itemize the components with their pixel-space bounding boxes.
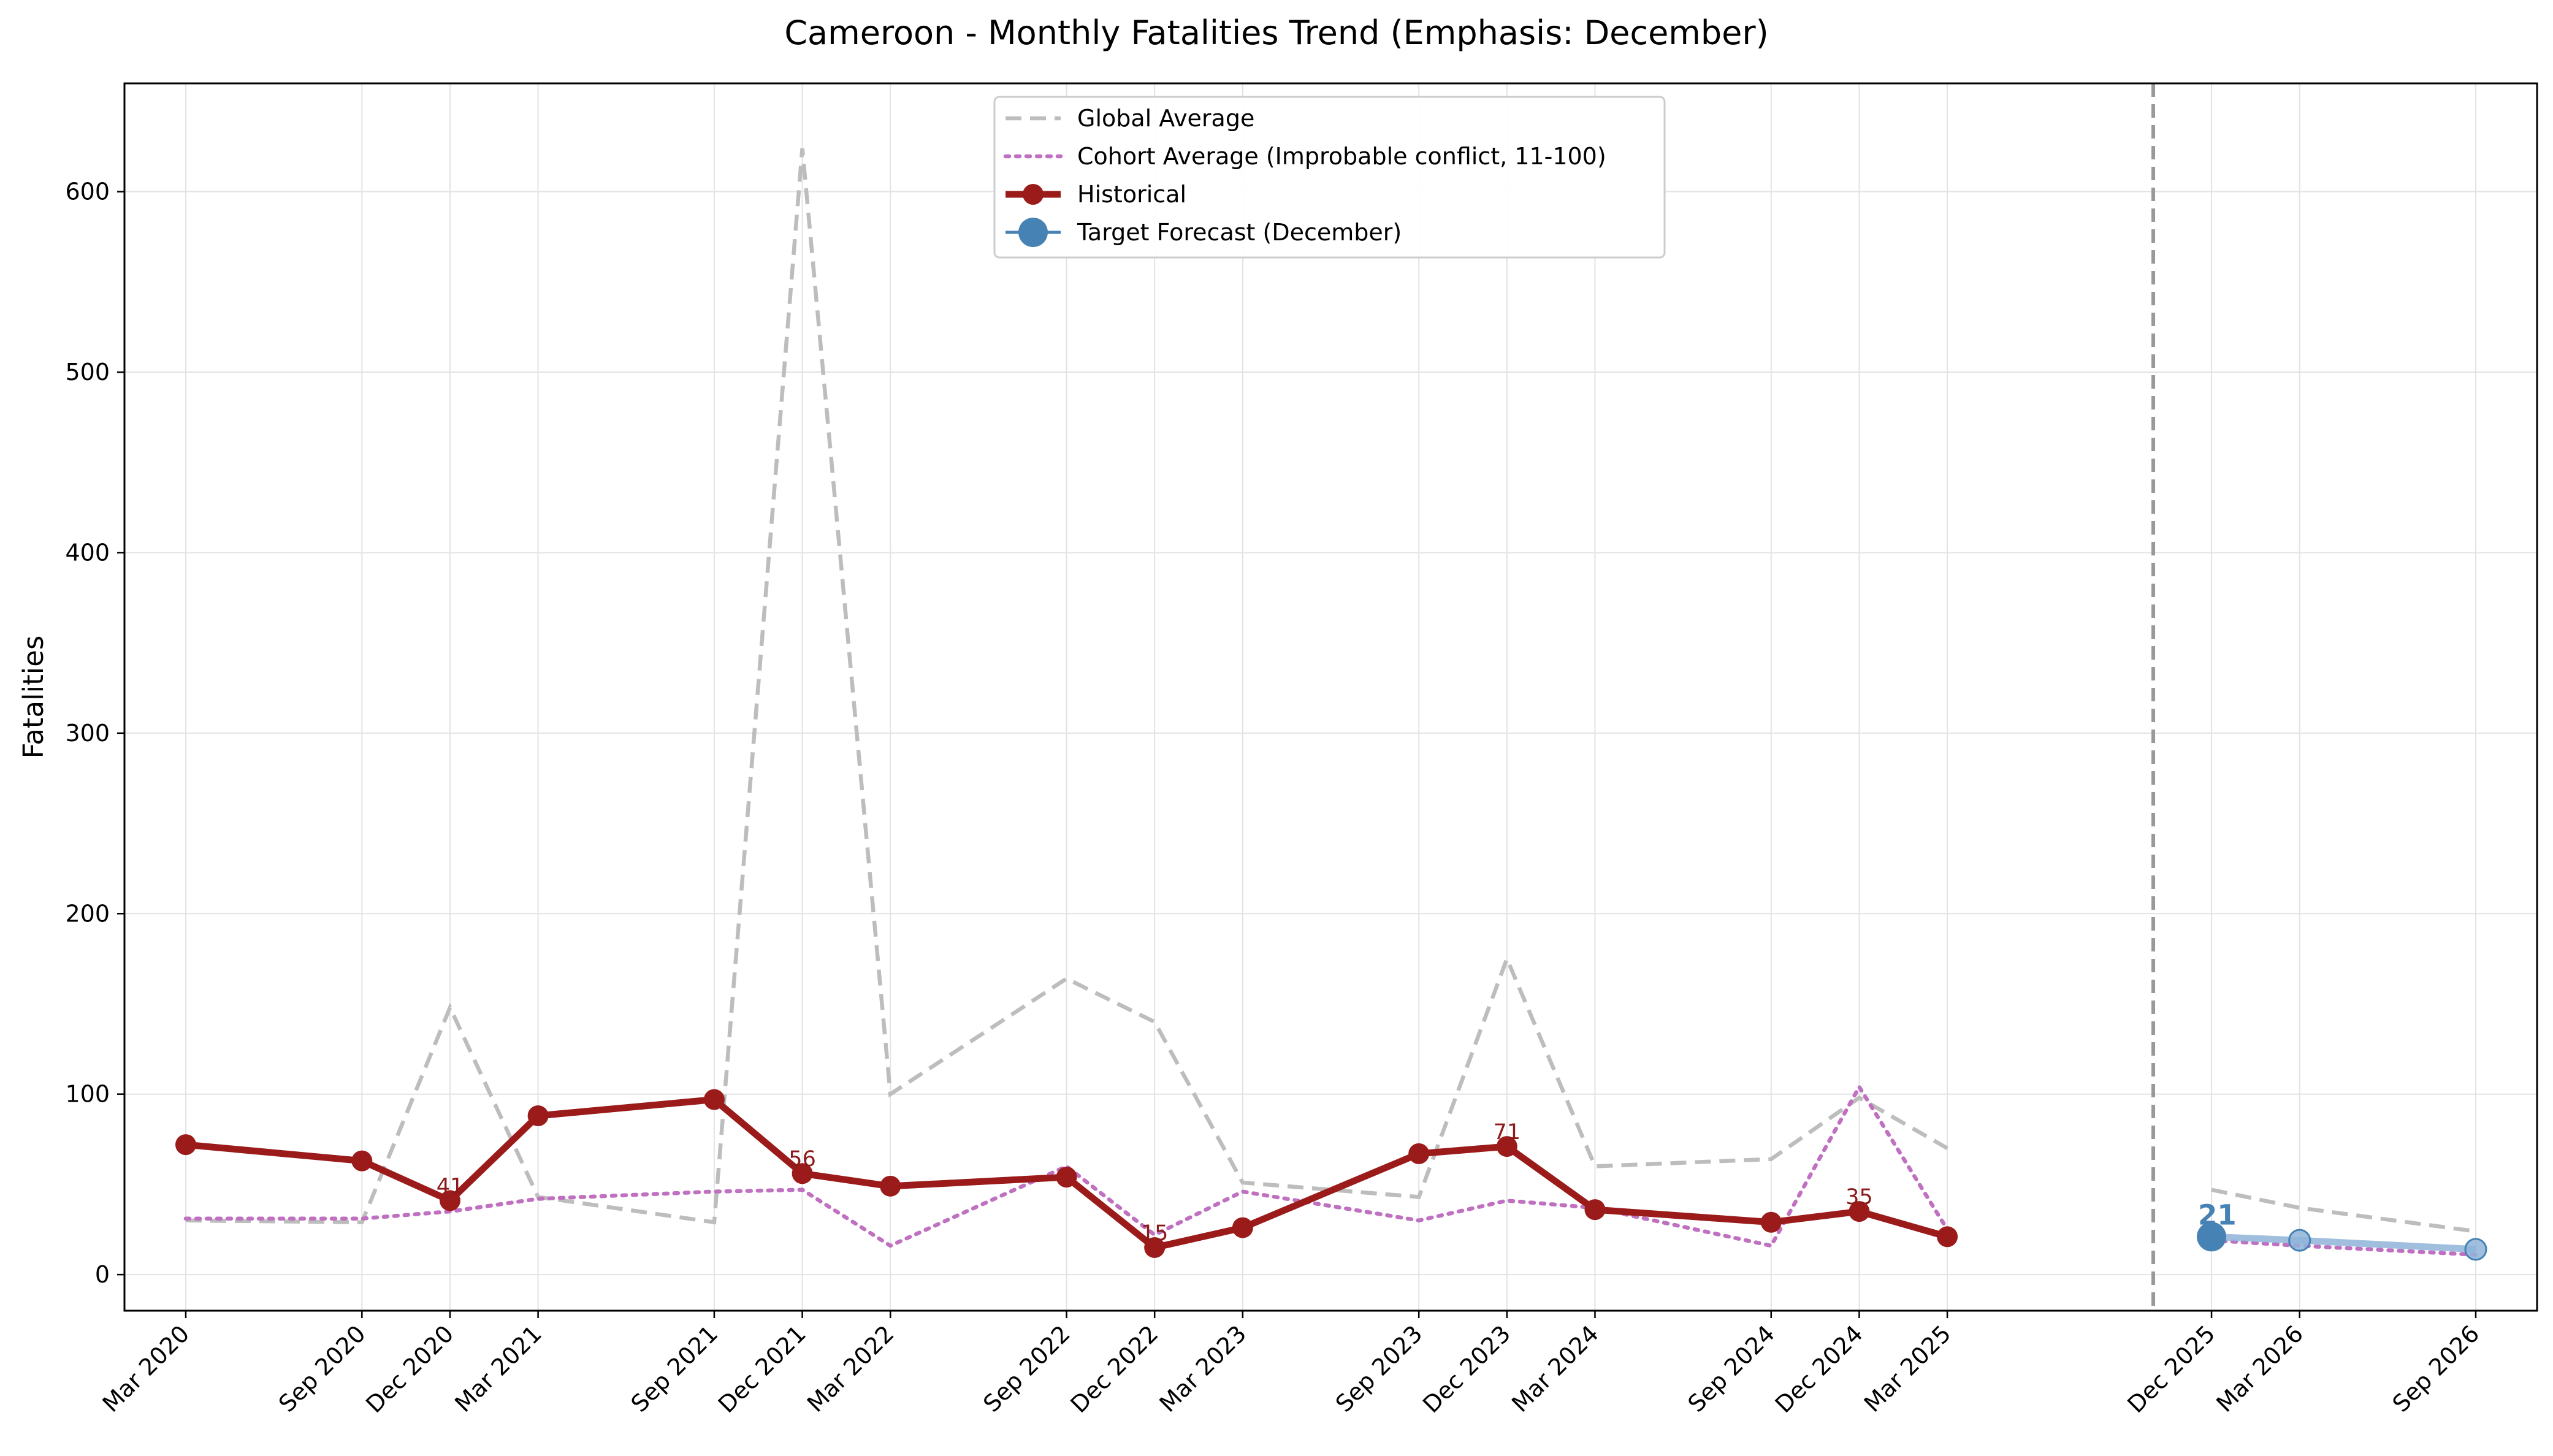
historical-point bbox=[175, 1134, 196, 1156]
chart-title: Cameroon - Monthly Fatalities Trend (Emp… bbox=[784, 13, 1768, 52]
x-tick-label: Sep 2020 bbox=[273, 1320, 371, 1417]
x-tick-label: Mar 2024 bbox=[1506, 1320, 1604, 1417]
y-tick-label: 300 bbox=[65, 720, 110, 747]
x-tick-label: Mar 2026 bbox=[2211, 1320, 2308, 1417]
legend-box bbox=[993, 96, 1666, 259]
x-tick-label: Dec 2024 bbox=[1770, 1320, 1868, 1418]
historical-point bbox=[792, 1163, 813, 1184]
x-tick-label: Dec 2025 bbox=[2122, 1320, 2220, 1418]
x-tick-label: Mar 2025 bbox=[1859, 1320, 1956, 1417]
y-tick-label: 0 bbox=[95, 1261, 110, 1288]
historical-point bbox=[1849, 1201, 1870, 1222]
historical-value-label: 15 bbox=[1141, 1221, 1169, 1246]
historical-point bbox=[1584, 1199, 1606, 1221]
x-tick-label: Sep 2024 bbox=[1682, 1320, 1780, 1417]
plot-frame bbox=[123, 82, 2538, 1312]
global-average-line bbox=[185, 148, 1948, 1225]
historical-point bbox=[880, 1175, 901, 1197]
historical-point bbox=[527, 1105, 549, 1127]
forecast-value-label: 21 bbox=[2198, 1199, 2237, 1231]
historical-value-label: 35 bbox=[1845, 1185, 1873, 1210]
forecast-point bbox=[2197, 1222, 2227, 1252]
historical-point bbox=[1760, 1211, 1782, 1233]
y-tick-label: 400 bbox=[65, 539, 110, 566]
historical-point bbox=[1496, 1136, 1517, 1157]
historical-value-label: 41 bbox=[437, 1174, 464, 1199]
x-tick-label: Sep 2021 bbox=[626, 1320, 723, 1417]
historical-value-label: 71 bbox=[1494, 1120, 1521, 1145]
y-tick-label: 600 bbox=[65, 178, 110, 205]
legend-label: Historical bbox=[1077, 181, 1186, 208]
x-tick-label: Dec 2021 bbox=[713, 1320, 811, 1418]
historical-point bbox=[703, 1089, 725, 1110]
legend-label: Target Forecast (December) bbox=[1077, 219, 1402, 246]
legend-label: Cohort Average (Improbable conflict, 11-… bbox=[1077, 143, 1606, 170]
historical-point bbox=[1144, 1237, 1166, 1258]
historical-value-label: 56 bbox=[788, 1147, 816, 1172]
historical-line bbox=[185, 1096, 1948, 1251]
y-axis-label: Fatalities bbox=[17, 636, 50, 759]
historical-point bbox=[1408, 1143, 1430, 1164]
annotation-layer: 41 56 15 71 35 21 bbox=[437, 1120, 2237, 1246]
legend-label: Global Average bbox=[1077, 105, 1254, 132]
forecast-point bbox=[2464, 1238, 2487, 1261]
cohort-average-line bbox=[183, 1083, 1950, 1248]
global-average-line bbox=[2211, 1187, 2476, 1233]
x-tick-label: Dec 2023 bbox=[1418, 1320, 1516, 1418]
historical-point bbox=[439, 1190, 460, 1211]
legend-marker-forecast bbox=[1018, 218, 1048, 247]
y-tick-label: 200 bbox=[65, 900, 110, 927]
x-tick-label: Mar 2022 bbox=[802, 1320, 899, 1417]
legend-marker-historical bbox=[1023, 184, 1044, 205]
forecast-point bbox=[2288, 1229, 2311, 1252]
x-tick-label: Dec 2020 bbox=[361, 1320, 459, 1418]
x-tick-label: Mar 2020 bbox=[97, 1320, 195, 1417]
historical-point bbox=[1232, 1217, 1253, 1238]
marker-layer bbox=[175, 1089, 2487, 1261]
series-layer bbox=[183, 83, 2478, 1311]
y-tick-label: 500 bbox=[65, 359, 110, 386]
x-tick-label: Mar 2023 bbox=[1154, 1320, 1251, 1417]
x-tick-label: Sep 2022 bbox=[978, 1320, 1075, 1417]
grid bbox=[124, 83, 2537, 1311]
historical-point bbox=[1937, 1226, 1958, 1248]
historical-point bbox=[1056, 1167, 1077, 1188]
historical-point bbox=[351, 1150, 373, 1172]
x-tick-label: Sep 2023 bbox=[1330, 1320, 1428, 1417]
x-tick-label: Dec 2022 bbox=[1066, 1320, 1164, 1418]
x-tick-label: Mar 2021 bbox=[449, 1320, 547, 1417]
y-tick-label: 100 bbox=[65, 1081, 110, 1108]
x-tick-label: Sep 2026 bbox=[2387, 1320, 2485, 1417]
legend: Global Average Cohort Average (Improbable… bbox=[993, 96, 1666, 259]
